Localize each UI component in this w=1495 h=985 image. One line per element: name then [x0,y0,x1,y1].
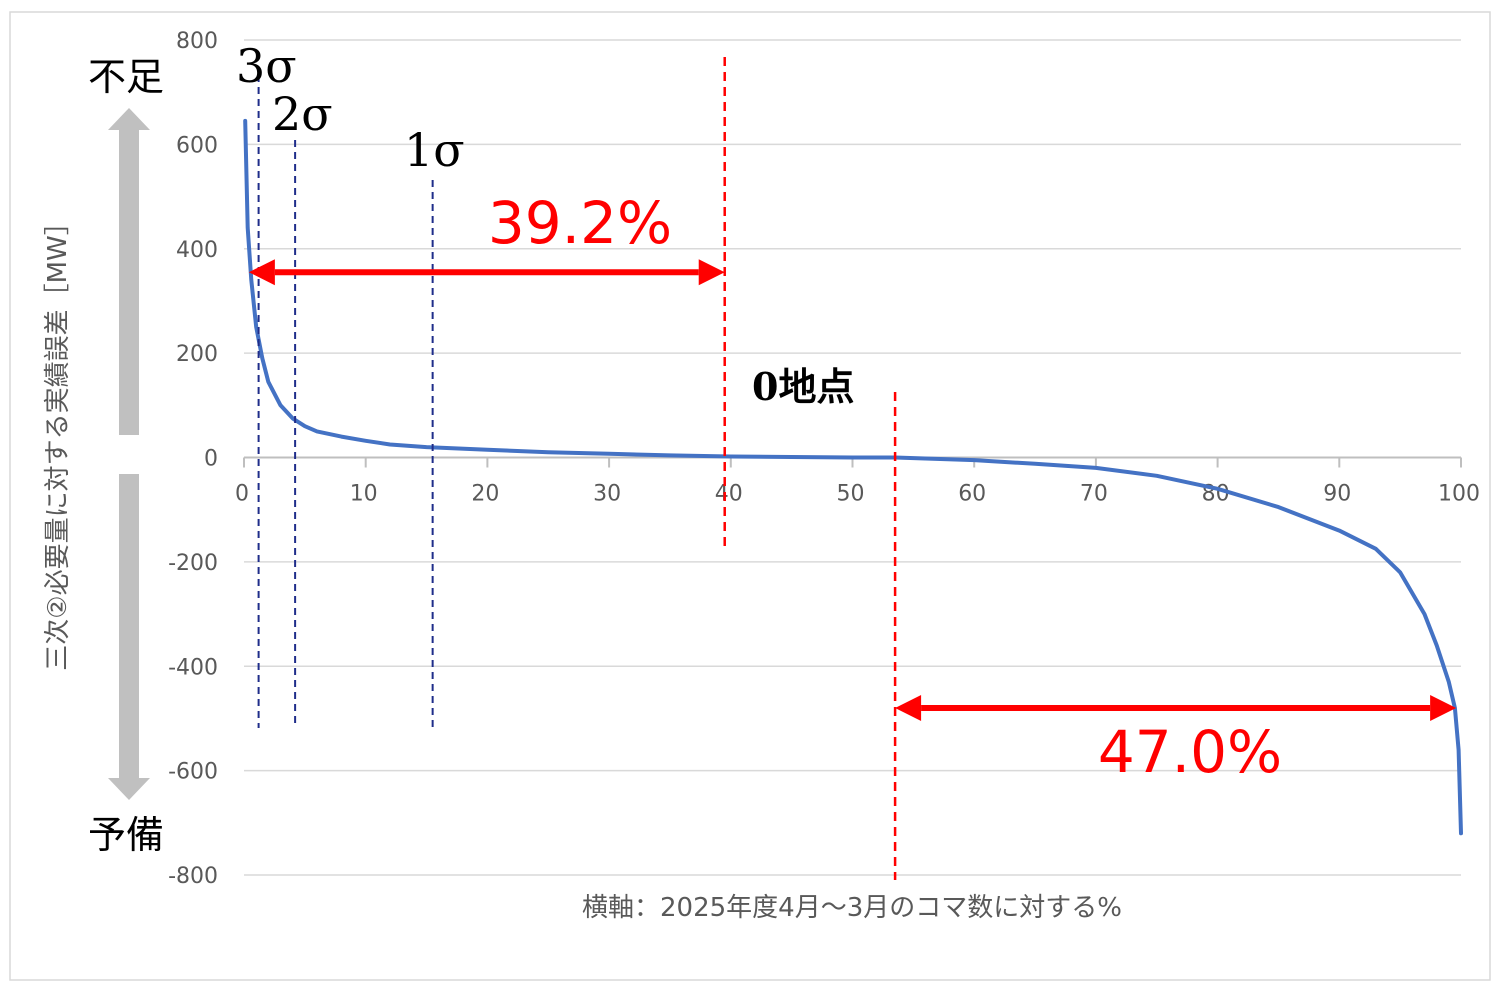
sigma-lines [257,75,434,728]
x-tick-label: 60 [958,482,986,507]
y-tick-label: -600 [168,760,218,785]
series-group [243,118,1463,836]
direction-arrows [108,108,150,800]
y-axis: 800 600 400 200 0 -200 -400 -600 -800 [168,29,218,889]
right-span-label: 47.0% [1098,718,1282,786]
x-tick-label: 10 [350,482,378,507]
sigma-label-3: 3σ [236,39,297,93]
span-arrows [248,259,1457,721]
sigma-label-2: 2σ [272,87,333,141]
x-tick-label: 50 [837,482,865,507]
x-tick-label: 100 [1438,482,1480,507]
y-tick-label: 400 [176,238,218,263]
x-tick-label: 0 [235,482,249,507]
grid [244,39,1461,876]
red-lines [723,57,897,880]
y-tick-label: -400 [168,655,218,680]
x-axis: 0 10 20 30 40 50 60 70 80 90 100 [235,456,1480,507]
down-arrow-icon [108,474,150,800]
shortage-label: 不足 [88,55,164,99]
left-span-label: 39.2% [488,189,672,257]
series-line [243,118,1463,836]
left-span-arrow-head-left [248,259,275,286]
up-arrow-icon [108,108,150,435]
x-axis-label: 横軸：2025年度4月～3月のコマ数に対する% [582,893,1122,923]
x-tick-label: 90 [1323,482,1351,507]
reserve-label: 予備 [88,813,164,857]
y-tick-label: 600 [176,133,218,158]
right-span-arrow-head-right [1430,695,1457,721]
zero-point-label: 0地点 [752,364,854,409]
right-span-arrow-head-left [895,695,922,721]
y-tick-label: 200 [176,342,218,367]
y-tick-label: -800 [168,864,218,889]
y-tick-label: 800 [176,29,218,54]
chart-frame [9,11,1491,981]
y-axis-label: 三次②必要量に対する実績誤差［MW］ [43,209,73,670]
x-tick-label: 70 [1080,482,1108,507]
x-tick-label: 30 [593,482,621,507]
x-tick-label: 20 [471,482,499,507]
y-tick-label: -200 [168,551,218,576]
y-tick-label: 0 [204,447,218,472]
sigma-label-1: 1σ [404,123,465,177]
left-span-arrow-head-right [698,259,725,286]
x-tick-label: 40 [715,482,743,507]
